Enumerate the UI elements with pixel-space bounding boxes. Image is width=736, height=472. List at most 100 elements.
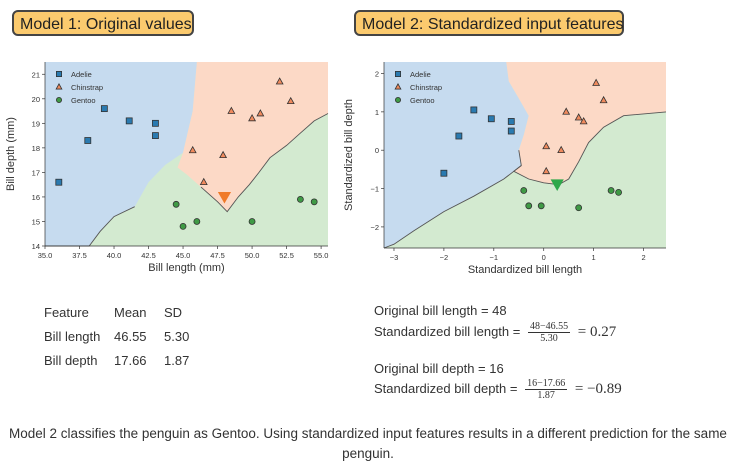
gentoo-point — [179, 222, 187, 230]
model1-title: Model 1: Original values — [12, 10, 194, 36]
orig-depth-text: Original bill depth = 16 — [374, 361, 504, 376]
legend-marker-adelie — [56, 70, 63, 77]
chinstrap-point — [286, 96, 295, 105]
adelie-region — [45, 62, 197, 246]
y-tick-label: 1 — [375, 108, 379, 117]
gentoo-point — [310, 198, 318, 206]
gentoo-point — [537, 202, 545, 210]
y-tick-label: 15 — [32, 217, 40, 226]
chinstrap-point — [256, 109, 265, 117]
chinstrap-point — [592, 78, 601, 86]
x-tick-label: 52.5 — [279, 251, 294, 260]
gentoo-point — [575, 204, 583, 212]
y-axis-label: Standardized bill depth — [343, 99, 355, 211]
chinstrap-point — [219, 150, 228, 159]
x-tick-label: 1 — [592, 253, 596, 262]
table-cell: Bill length — [44, 328, 101, 344]
table-row: Bill depth 17.66 1.87 — [44, 348, 197, 372]
std-depth-label: Standardized bill depth = — [374, 380, 518, 396]
y-tick-label: −1 — [370, 185, 379, 194]
std-length-label: Standardized bill length = — [374, 323, 521, 339]
legend-marker-gentoo — [56, 97, 63, 104]
x-tick-label: 47.5 — [210, 251, 225, 260]
x-tick-label: −1 — [490, 253, 499, 262]
legend-label: Gentoo — [71, 96, 96, 105]
query-penguin-point — [550, 179, 564, 191]
gentoo-point — [615, 188, 622, 196]
adelie-point — [507, 127, 515, 135]
y-tick-label: 21 — [32, 70, 40, 79]
y-tick-label: 18 — [32, 144, 40, 153]
chinstrap-point — [248, 113, 257, 122]
x-tick-label: 0 — [542, 253, 546, 262]
chinstrap-point — [542, 141, 551, 150]
adelie-region — [384, 62, 529, 248]
table-cell: 46.55 — [114, 328, 147, 344]
model2-title: Model 2: Standardized input features — [354, 10, 624, 36]
table-cell: 17.66 — [114, 352, 147, 368]
fraction-numerator: 16−17.66 — [525, 378, 568, 390]
adelie-point — [125, 117, 133, 125]
adelie-point — [487, 115, 495, 123]
legend-label: Chinstrap — [410, 83, 442, 92]
table-cell: 5.30 — [164, 328, 190, 344]
adelie-point — [152, 119, 159, 127]
caption: Model 2 classifies the penguin as Gentoo… — [9, 426, 727, 461]
fraction-denominator: 5.30 — [540, 333, 558, 344]
decision-boundary — [200, 113, 329, 213]
adelie-point — [507, 118, 515, 125]
table-cell: Bill depth — [44, 352, 98, 368]
chinstrap-point — [574, 113, 583, 121]
legend-marker-gentoo — [395, 97, 402, 104]
y-tick-label: 2 — [375, 70, 379, 79]
legend-label: Adelie — [71, 70, 92, 79]
legend-label: Adelie — [410, 70, 431, 79]
table-header-row: Feature Mean SD — [44, 300, 197, 324]
y-tick-label: 19 — [32, 119, 40, 128]
std-depth-fraction: 16−17.66 1.87 — [525, 378, 568, 401]
x-tick-label: 2 — [641, 253, 645, 262]
y-tick-label: −2 — [370, 223, 379, 232]
y-tick-label: 17 — [32, 168, 40, 177]
decision-boundary — [512, 111, 667, 186]
legend-marker-chinstrap — [55, 83, 63, 90]
x-axis-label: Standardized bill length — [468, 264, 582, 276]
y-tick-label: 20 — [32, 95, 40, 104]
table-header: SD — [164, 304, 183, 320]
gentoo-point — [520, 187, 528, 194]
chinstrap-point — [199, 177, 208, 186]
std-length-result: = 0.27 — [577, 323, 617, 340]
model1-chart: Adelie Chinstrap Gentoo 35.0 37.5 40.0 42.5 45.… — [5, 62, 329, 274]
table-header: Feature — [44, 304, 89, 320]
orig-length-text: Original bill length = 48 — [374, 303, 507, 318]
gentoo-point — [296, 195, 304, 203]
x-tick-label: −3 — [390, 253, 399, 262]
adelie-point — [100, 105, 108, 113]
legend-label: Gentoo — [410, 96, 435, 105]
gentoo-point — [525, 202, 533, 210]
y-tick-label: 16 — [32, 193, 40, 202]
legend: Adelie Chinstrap Gentoo — [55, 70, 103, 105]
gentoo-point — [248, 218, 256, 225]
legend: Adelie Chinstrap Gentoo — [394, 70, 442, 105]
feature-stats-table: Feature Mean SD Bill length 46.55 5.30 B… — [44, 300, 197, 372]
adelie-point — [152, 132, 159, 139]
x-tick-label: −2 — [440, 253, 449, 262]
adelie-point — [470, 106, 478, 114]
gentoo-point — [607, 187, 615, 194]
x-tick-label: 35.0 — [38, 251, 53, 260]
x-tick-label: 55.0 — [314, 251, 329, 260]
std-length-formula: Standardized bill length = 48−46.55 5.30 … — [374, 321, 616, 344]
x-axis-label: Bill length (mm) — [148, 262, 224, 274]
query-penguin-point — [217, 191, 232, 204]
chinstrap-point — [227, 106, 236, 114]
std-depth-result: = −0.89 — [574, 380, 622, 397]
table-header: Mean — [114, 304, 147, 320]
chinstrap-point — [562, 107, 571, 115]
chinstrap-point — [542, 166, 551, 175]
chinstrap-point — [275, 77, 284, 85]
std-depth-formula: Standardized bill depth = 16−17.66 1.87 =… — [374, 378, 622, 401]
table-row: Bill length 46.55 5.30 — [44, 324, 197, 348]
chinstrap-point — [188, 145, 197, 154]
chinstrap-point — [599, 95, 608, 104]
